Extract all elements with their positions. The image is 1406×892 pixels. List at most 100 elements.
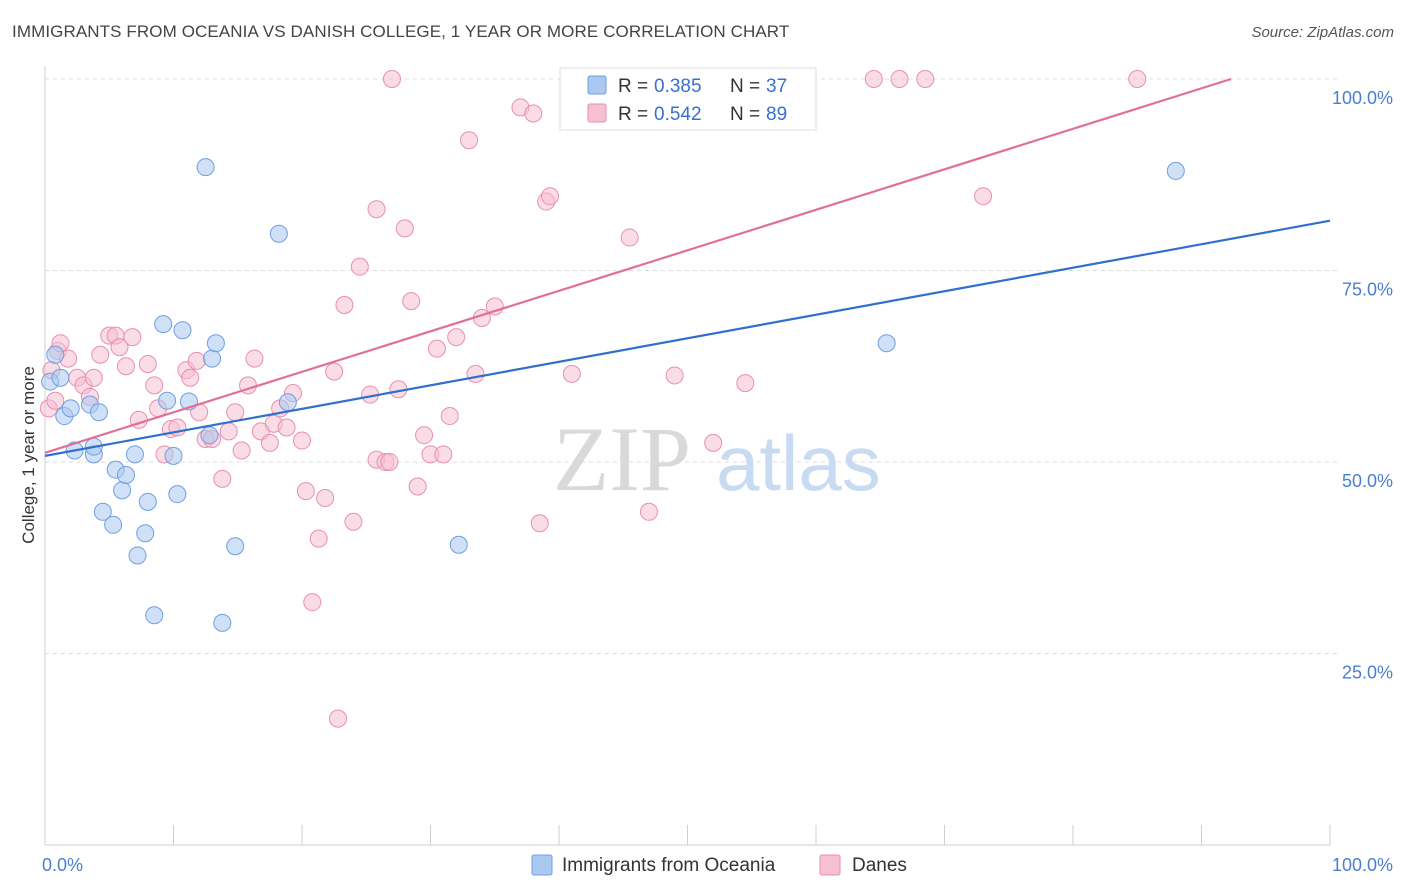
oceania-point-22 [164,446,183,465]
danes-point-65 [460,131,479,150]
danes-point-7 [84,368,103,387]
bottom-legend-swatch-pink [819,854,841,876]
watermark: ZIP atlas [553,408,881,510]
danes-point-40 [296,482,315,501]
danes-point-37 [277,418,296,437]
danes-point-13 [123,328,142,347]
oceania-point-11 [104,515,123,534]
danes-point-79 [704,433,723,452]
danes-point-30 [232,441,251,460]
oceania-point-28 [203,349,222,368]
oceania-point-35 [877,334,896,353]
danes-point-34 [260,433,279,452]
oceania-point-2 [51,368,70,387]
danes-point-43 [316,489,335,508]
chart-source: Source: ZipAtlas.com [1251,24,1394,41]
oceania-point-15 [125,445,144,464]
danes-point-32 [245,349,264,368]
y-tick-label-2: 75.0% [1342,280,1393,300]
legend-r-label-1: R = [618,76,648,97]
oceania-point-18 [138,492,157,511]
danes-point-82 [864,70,883,88]
grid-lines [45,78,1340,654]
legend-swatch-pink [587,103,607,123]
danes-point-58 [408,477,427,496]
danes-point-73 [541,187,560,206]
danes-point-57 [402,292,421,311]
danes-point-27 [213,469,232,488]
oceania-point-33 [278,393,297,412]
danes-point-23 [187,351,206,370]
bottom-legend-oceania: Immigrants from Oceania [562,855,776,876]
oceania-point-16 [128,546,147,565]
danes-point-62 [434,445,453,464]
danes-point-74 [562,364,581,383]
oceania-point-20 [154,315,173,334]
danes-point-48 [350,257,369,276]
bottom-legend-swatch-blue [531,854,553,876]
legend-n-value-2: 89 [766,104,787,125]
danes-point-56 [395,219,414,238]
danes-point-78 [665,366,684,385]
oceania-point-27 [200,426,219,445]
danes-point-85 [974,187,993,206]
danes-point-64 [447,328,466,347]
danes-point-16 [145,376,164,395]
danes-point-70 [524,104,543,123]
danes-point-76 [620,228,639,247]
danes-point-44 [325,362,344,381]
oceania-point-30 [213,613,232,632]
danes-point-66 [466,364,485,383]
oceania-point-13 [113,481,132,500]
oceania-point-34 [449,535,468,554]
legend-r-value-1: 0.385 [654,76,702,97]
danes-point-46 [335,295,354,314]
y-tick-label-0: 25.0% [1342,663,1393,683]
legend-r-label-2: R = [618,104,648,125]
watermark-atlas: atlas [716,419,881,507]
oceania-point-14 [116,466,135,485]
danes-point-71 [530,514,549,533]
oceania-trend-line [44,219,1331,457]
danes-point-54 [382,70,401,88]
danes-points [39,70,1147,728]
danes-point-47 [344,512,363,531]
watermark-zip: ZIP [553,408,691,510]
correlation-legend: R = 0.385 N = 37 R = 0.542 N = 89 [559,67,817,131]
x-tick-labels: 0.0% 100.0% [42,855,1393,875]
bottom-legend-danes: Danes [852,855,907,876]
oceania-point-32 [269,224,288,243]
legend-n-value-1: 37 [766,76,787,97]
oceania-point-26 [196,158,215,177]
x-tick-label-1: 100.0% [1332,855,1393,875]
danes-point-86 [1128,70,1147,88]
oceania-points [41,158,1185,632]
oceania-point-31 [226,537,245,556]
danes-point-77 [639,502,658,521]
oceania-point-17 [136,524,155,543]
oceania-point-36 [1166,161,1185,180]
y-tick-label-1: 50.0% [1342,471,1393,491]
y-axis-label: College, 1 year or more [19,366,38,544]
danes-point-28 [219,422,238,441]
legend-n-label-1: N = [730,76,760,97]
danes-point-39 [293,431,311,450]
danes-point-15 [138,354,157,373]
trend-lines [44,77,1331,457]
y-tick-label-3: 100.0% [1332,88,1393,108]
danes-point-45 [328,709,347,728]
danes-point-22 [181,368,200,387]
danes-point-51 [367,200,386,219]
legend-swatch-blue [587,75,607,95]
oceania-point-4 [61,399,80,418]
danes-point-83 [890,70,909,88]
legend-n-label-2: N = [730,104,760,125]
danes-point-84 [916,70,935,88]
oceania-point-9 [89,403,108,422]
danes-point-80 [736,374,755,393]
danes-trend-line [44,77,1232,454]
danes-point-53 [380,453,399,471]
oceania-point-21 [158,391,177,410]
danes-point-8 [91,345,110,364]
